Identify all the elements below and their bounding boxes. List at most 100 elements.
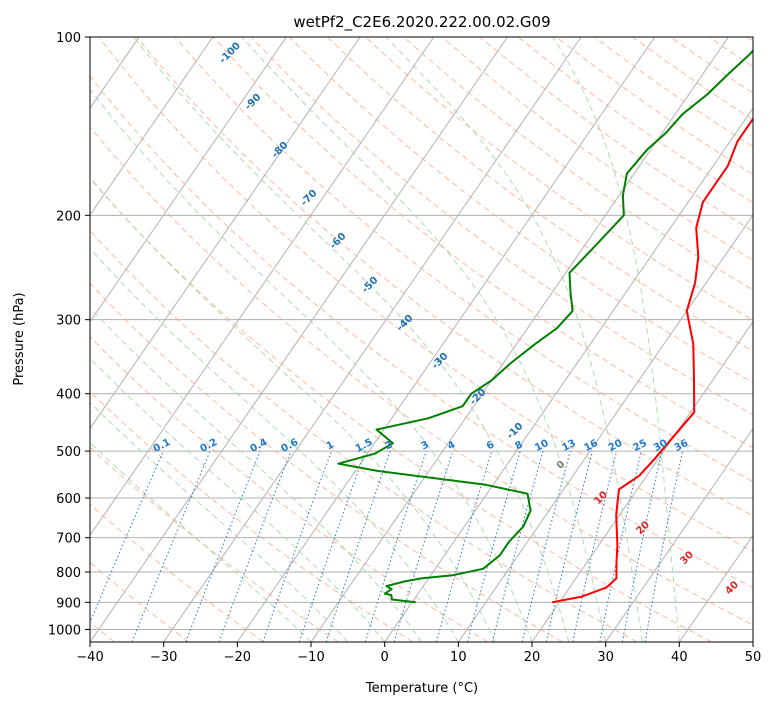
dry-adiabat <box>632 37 753 121</box>
moist-adiabat <box>385 37 643 642</box>
mixing-ratio-line <box>364 450 427 642</box>
mixing-ratio-line <box>185 450 261 642</box>
skewed-isotherm <box>90 37 287 323</box>
y-tick-label: 200 <box>56 209 81 224</box>
mixing-ratio-label: 0.6 <box>279 437 300 455</box>
mixing-ratio-line <box>218 450 292 642</box>
adiabat-label: -70 <box>299 188 320 209</box>
dry-adiabat <box>90 75 753 589</box>
skewed-isotherm <box>457 214 753 642</box>
dry-adiabat <box>90 336 488 642</box>
dry-adiabat <box>98 37 753 553</box>
mixing-ratio-line <box>325 450 391 642</box>
moist-adiabat <box>90 402 349 642</box>
dry-adiabat <box>403 37 753 291</box>
x-tick-label: −40 <box>76 650 103 665</box>
dry-adiabat <box>479 37 753 232</box>
x-tick-label: −20 <box>224 650 251 665</box>
moist-adiabat <box>90 307 422 642</box>
mixing-ratio-line <box>435 450 493 642</box>
skewed-isotherm <box>384 107 753 642</box>
y-axis-label: Pressure (hPa) <box>12 292 27 385</box>
dry-adiabat <box>136 37 753 517</box>
mixing-ratio-label: 2 <box>383 439 394 452</box>
x-tick-label: −10 <box>297 650 324 665</box>
skewed-isotherm <box>163 37 582 642</box>
dry-adiabat <box>327 37 753 352</box>
y-tick-label: 700 <box>56 532 81 547</box>
skewed-isotherm <box>90 37 435 537</box>
dry-adiabat <box>90 561 190 642</box>
dry-adiabat <box>90 177 712 642</box>
temperature-profile <box>551 117 753 604</box>
mixing-ratio-label: 1.5 <box>354 437 375 455</box>
moist-adiabat <box>133 37 570 642</box>
y-tick-label: 300 <box>56 314 81 329</box>
y-tick-label: 1000 <box>48 623 81 638</box>
mixing-ratio-label: 0.4 <box>249 437 270 455</box>
adiabat-label: -10 <box>505 421 526 442</box>
mixing-ratio-line <box>90 450 164 624</box>
mixing-ratio-label: 8 <box>513 439 524 452</box>
mixing-ratio-line <box>298 450 366 642</box>
moist-adiabat <box>90 176 496 642</box>
y-tick-label: 900 <box>56 596 81 611</box>
x-tick-label: 10 <box>450 650 467 665</box>
y-tick-label: 100 <box>56 31 81 46</box>
adiabat-label: 20 <box>634 519 652 537</box>
adiabat-label: 30 <box>678 549 696 567</box>
y-axis: 100 200 300 400 500 600 700 800 900 1000 <box>48 31 90 638</box>
x-tick-label: −30 <box>150 650 177 665</box>
mixing-ratio-line <box>572 450 618 642</box>
mixing-ratio-line <box>491 450 544 642</box>
mixing-ratio-line <box>599 450 642 642</box>
mixing-ratio-line <box>131 450 211 642</box>
mixing-ratio-line <box>262 450 332 642</box>
mixing-ratio-label: 3 <box>419 439 430 452</box>
y-tick-label: 400 <box>56 388 81 403</box>
dry-adiabat <box>746 37 753 42</box>
skewed-isotherm <box>236 37 656 642</box>
dry-adiabat <box>90 446 339 642</box>
mixing-ratio-line <box>521 450 571 642</box>
x-tick-label: 0 <box>381 650 389 665</box>
background-lines <box>90 37 753 642</box>
moist-adiabat <box>241 37 607 642</box>
mixing-ratio-label: 0.1 <box>152 437 173 455</box>
y-tick-label: 800 <box>56 566 81 581</box>
x-axis-label: Temperature (°C) <box>365 681 478 696</box>
mixing-ratio-line <box>393 450 454 642</box>
dry-adiabat <box>90 282 563 642</box>
dry-adiabat <box>212 37 753 449</box>
series-layer <box>337 49 753 604</box>
dry-adiabat <box>365 37 753 321</box>
adiabat-label: -100 <box>217 40 243 66</box>
moist-adiabat <box>90 247 459 642</box>
mixing-ratio-label: 1 <box>325 439 336 452</box>
moist-adiabat <box>90 441 312 642</box>
dry-adiabat <box>174 37 753 483</box>
grid-layer <box>90 37 753 642</box>
mixing-ratio-line <box>545 450 593 642</box>
mixing-ratio-line <box>467 450 521 642</box>
mixing-ratio-label: 4 <box>446 439 457 452</box>
dry-adiabat <box>90 503 264 642</box>
skewed-isotherm <box>752 641 753 642</box>
dry-adiabat <box>517 37 753 204</box>
dry-adiabat <box>250 37 753 416</box>
isopleth-labels: 0.1 0.2 0.4 0.6 1 1.5 2 3 4 6 8 10 13 16 20 25 30 36-100-… <box>152 40 741 597</box>
moist-adiabat <box>552 37 680 642</box>
adiabat-label: 0 <box>555 459 568 472</box>
dry-adiabat <box>90 126 753 626</box>
y-tick-label: 500 <box>56 445 81 460</box>
adiabat-label: 40 <box>723 579 741 597</box>
x-axis: −40 −30 −20 −10 0 10 20 30 40 50 <box>76 642 761 665</box>
dry-adiabat <box>90 390 414 642</box>
x-tick-label: 40 <box>671 650 688 665</box>
x-tick-label: 30 <box>597 650 614 665</box>
plot-frame <box>89 36 754 643</box>
dry-adiabat <box>441 37 753 261</box>
skewed-isotherm <box>90 37 214 216</box>
dry-adiabat <box>288 37 753 384</box>
